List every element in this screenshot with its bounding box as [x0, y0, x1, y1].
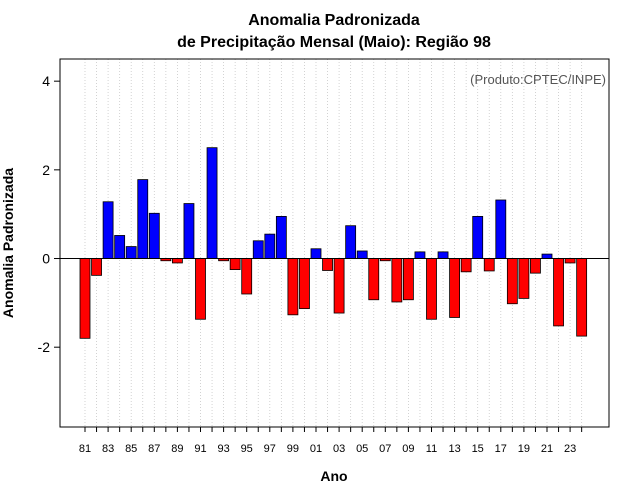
y-axis-label: Anomalia Padronizada — [0, 168, 16, 318]
bar-91 — [195, 258, 206, 320]
bar-95 — [241, 258, 253, 295]
x-tick-label: 09 — [402, 443, 414, 455]
bar-24 — [576, 258, 588, 337]
bar-85 — [125, 246, 137, 259]
bar-82 — [91, 258, 102, 276]
bar-97 — [264, 233, 276, 259]
bar-18 — [506, 258, 518, 305]
x-tick-label: 87 — [148, 443, 160, 455]
x-tick-label: 83 — [102, 443, 114, 455]
y-tick-label: 2 — [42, 162, 50, 178]
bar-08 — [391, 258, 403, 303]
x-tick-label: 97 — [264, 443, 276, 455]
x-tick-label: 99 — [287, 443, 299, 455]
bar-11 — [426, 258, 437, 320]
bar-09 — [402, 258, 414, 301]
x-axis-label: Ano — [320, 468, 347, 484]
x-tick-label: 21 — [541, 443, 553, 455]
chart-title-line1: Anomalia Padronizada — [248, 12, 420, 29]
x-axis: 81 83 85 87 89 91 93 95 97 99 01 03 05 07 09 11 13 15 17 19… — [79, 427, 583, 455]
x-tick-label: 81 — [79, 443, 91, 455]
bar-06 — [368, 258, 380, 301]
bar-17 — [495, 199, 507, 259]
bar-92 — [206, 147, 218, 259]
bar-23 — [564, 258, 576, 264]
x-tick-label: 93 — [217, 443, 229, 455]
bar-03 — [333, 258, 345, 314]
y-tick-label: -2 — [38, 339, 51, 355]
bar-98 — [275, 215, 287, 259]
bar-04 — [345, 225, 357, 259]
x-tick-label: 13 — [448, 443, 460, 455]
bar-89 — [171, 258, 183, 264]
x-tick-label: 11 — [426, 443, 437, 455]
bar-19 — [518, 258, 530, 299]
bar-15 — [472, 215, 484, 259]
bar-02 — [322, 258, 333, 271]
bar-96 — [252, 240, 264, 259]
bar-10 — [414, 251, 426, 259]
bar-16 — [483, 258, 495, 272]
bar-99 — [287, 258, 299, 316]
y-axis: -2 0 2 4 — [38, 73, 60, 355]
x-tick-label: 05 — [356, 443, 368, 455]
bar-83 — [102, 201, 114, 259]
x-tick-label: 89 — [171, 443, 183, 455]
x-tick-label: 01 — [310, 443, 322, 455]
bar-01 — [310, 248, 322, 259]
product-credit: (Produto:CPTEC/INPE) — [470, 72, 606, 87]
x-tick-label: 85 — [125, 443, 137, 455]
bar-22 — [553, 258, 564, 327]
bar-84 — [114, 235, 126, 259]
bar-87 — [148, 212, 160, 259]
x-tick-label: 03 — [333, 443, 345, 455]
x-tick-label: 95 — [241, 443, 253, 455]
y-tick-label: 4 — [42, 73, 50, 89]
x-tick-label: 19 — [518, 443, 530, 455]
bar-20 — [530, 258, 541, 274]
x-tick-label: 91 — [194, 443, 206, 455]
x-tick-label: 07 — [379, 443, 391, 455]
bar-12 — [437, 251, 449, 259]
bars-group — [79, 147, 588, 339]
bar-05 — [356, 250, 368, 259]
bar-21 — [541, 253, 553, 259]
bar-14 — [460, 258, 472, 273]
bar-94 — [229, 258, 241, 271]
bar-81 — [79, 258, 91, 339]
bar-90 — [183, 203, 195, 259]
x-tick-label: 17 — [495, 443, 507, 455]
y-tick-label: 0 — [42, 251, 50, 267]
x-tick-label: 15 — [472, 443, 484, 455]
plot-frame — [59, 58, 610, 428]
bar-13 — [449, 258, 461, 318]
chart-title-line2: de Precipitação Mensal (Maio): Região 98 — [177, 34, 491, 51]
bar-86 — [137, 179, 149, 259]
x-tick-label: 23 — [564, 443, 576, 455]
bar-00 — [299, 258, 310, 310]
